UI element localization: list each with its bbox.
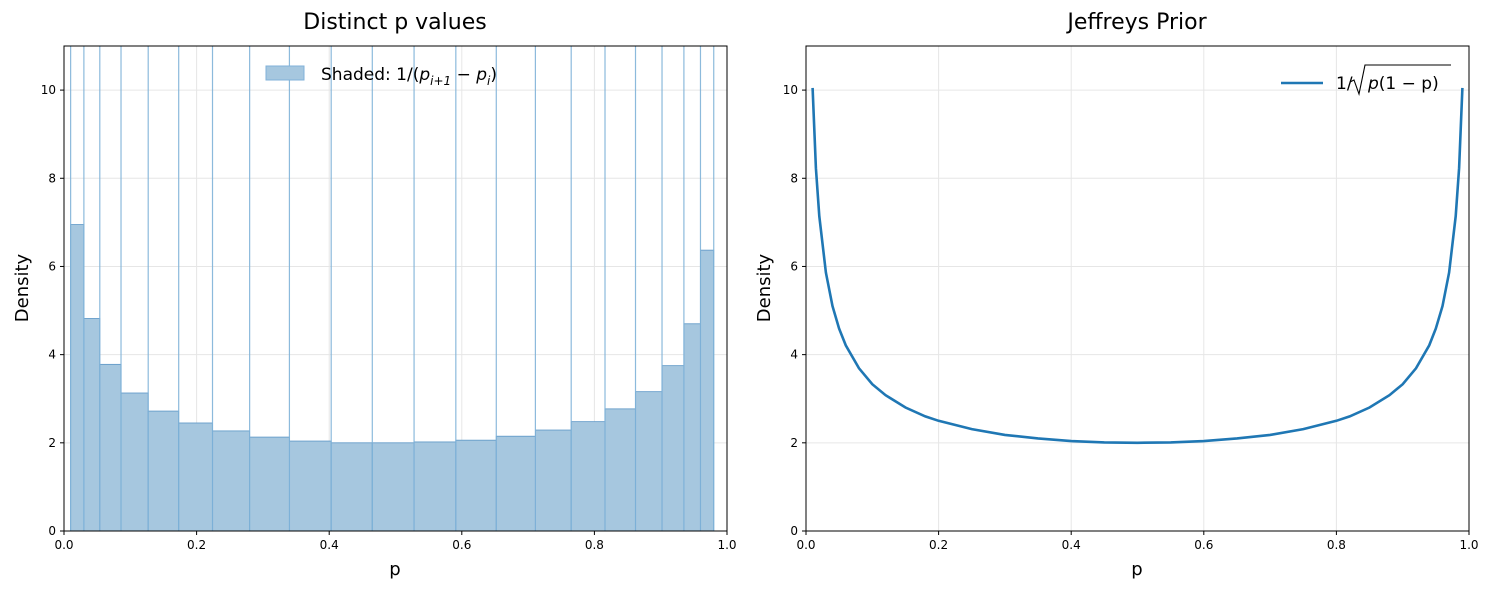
jeffreys-x-label: p <box>1131 559 1142 580</box>
x-tick-label: 0.4 <box>320 538 339 552</box>
y-tick-label: 0 <box>48 524 56 538</box>
x-tick-label: 0.8 <box>1327 538 1346 552</box>
histogram-bar <box>330 442 373 532</box>
histogram-bar <box>83 318 101 532</box>
jeffreys-panel: Jeffreys Prior 0.0 0.2 0.4 0.6 0.8 1.0 0 2 4 6 8 10… <box>754 10 1479 580</box>
histogram-bar <box>212 430 251 532</box>
histogram-bar <box>661 365 685 532</box>
histogram-title: Distinct p values <box>303 10 486 35</box>
x-tick-label: 0.2 <box>187 538 206 552</box>
histogram-bar <box>570 421 606 532</box>
x-tick-label: 0.2 <box>929 538 948 552</box>
histogram-bars <box>70 224 715 532</box>
histogram-x-label: p <box>389 559 400 580</box>
jeffreys-grid <box>805 46 1470 532</box>
histogram-bar <box>534 429 572 532</box>
y-tick-label: 10 <box>783 83 798 97</box>
y-tick-label: 10 <box>41 83 56 97</box>
histogram-bar <box>249 436 290 532</box>
y-tick-label: 0 <box>790 524 798 538</box>
histogram-bar <box>413 441 457 532</box>
histogram-legend-swatch <box>265 65 305 81</box>
y-tick-label: 6 <box>790 259 798 273</box>
jeffreys-legend-body: p(1 − p) <box>1367 74 1439 94</box>
jeffreys-legend-sqrt-sign <box>1349 64 1451 97</box>
jeffreys-frame <box>805 45 1470 532</box>
jeffreys-legend-prefix: 1/ <box>1336 74 1353 94</box>
jeffreys-title: Jeffreys Prior <box>1065 10 1207 35</box>
jeffreys-curve <box>811 87 1464 445</box>
x-tick-label: 0.4 <box>1062 538 1081 552</box>
y-tick-label: 4 <box>48 348 56 362</box>
histogram-bar <box>70 224 85 532</box>
histogram-bar <box>371 442 415 532</box>
histogram-panel: Distinct p values 0.0 0.2 0.4 0.6 0.8 1.0 0 2 4 6… <box>12 10 737 580</box>
histogram-bar <box>99 363 122 532</box>
histogram-bar <box>495 435 536 532</box>
y-tick-label: 2 <box>790 436 798 450</box>
histogram-bar <box>147 410 180 532</box>
histogram-bar <box>120 392 149 532</box>
histogram-bar <box>178 422 213 532</box>
histogram-legend-label: Shaded: 1/(pi+1 − pi) <box>321 65 497 88</box>
x-tick-label: 0.0 <box>54 538 73 552</box>
histogram-legend: Shaded: 1/(pi+1 − pi) <box>265 65 497 88</box>
histogram-bar <box>683 323 701 532</box>
x-tick-label: 0.0 <box>796 538 815 552</box>
x-tick-label: 0.8 <box>585 538 604 552</box>
histogram-frame <box>63 45 728 532</box>
x-tick-label: 1.0 <box>717 538 736 552</box>
jeffreys-ticks: 0.0 0.2 0.4 0.6 0.8 1.0 0 2 4 6 8 10 <box>783 83 1479 552</box>
y-tick-label: 2 <box>48 436 56 450</box>
histogram-bar <box>604 408 636 532</box>
histogram-y-label: Density <box>12 253 33 322</box>
histogram-ticks: 0.0 0.2 0.4 0.6 0.8 1.0 0 2 4 6 8 10 <box>41 83 737 552</box>
y-tick-label: 4 <box>790 348 798 362</box>
x-tick-label: 0.6 <box>1194 538 1213 552</box>
histogram-bar <box>700 249 715 532</box>
histogram-bar <box>635 391 663 532</box>
histogram-bar <box>455 439 497 532</box>
y-tick-label: 8 <box>48 171 56 185</box>
x-tick-label: 1.0 <box>1459 538 1478 552</box>
y-tick-label: 6 <box>48 259 56 273</box>
histogram-bar <box>289 440 332 532</box>
jeffreys-y-label: Density <box>754 253 775 322</box>
y-tick-label: 8 <box>790 171 798 185</box>
jeffreys-legend: 1/ p(1 − p) <box>1281 64 1451 97</box>
histogram-vertical-lines <box>70 46 715 531</box>
x-tick-label: 0.6 <box>452 538 471 552</box>
